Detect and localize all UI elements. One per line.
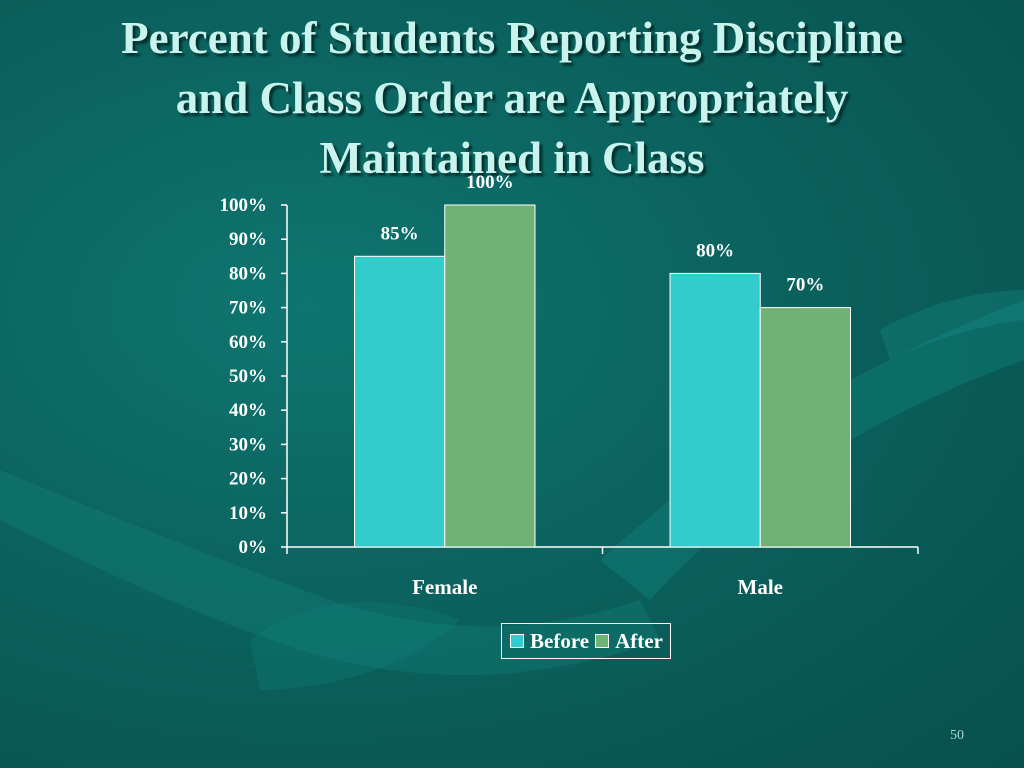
y-tick-label: 100% [220,195,268,216]
y-tick-label: 50% [229,366,267,387]
bar-before-male [669,272,761,548]
title-line-2: and Class Order are Appropriately [175,73,849,123]
bar-after-male [759,307,851,548]
y-axis: 0% 10% 20% 30% 40% 50% 60% 70% 80% 90% 100% [220,195,288,558]
data-labels: 85% 100% 80% 70% [381,172,825,296]
bar-before-female [354,255,446,548]
page-number: 50 [950,728,964,743]
y-tick-label: 70% [229,298,267,319]
chart-legend: Before After [501,623,671,659]
bar-after-female [444,204,536,548]
y-tick-label: 20% [229,469,267,490]
y-tick-label: 40% [229,400,267,421]
y-tick-label: 80% [229,263,267,284]
legend-swatch-after [595,634,610,648]
title-line-3: Maintained in Class [319,133,705,183]
legend-item-after: After [595,629,663,654]
data-label-after-female: 100% [466,172,514,193]
legend-label-before: Before [530,628,590,653]
y-tick-label: 60% [229,332,267,353]
data-label-before-female: 85% [381,223,419,244]
data-label-before-male: 80% [696,240,734,261]
y-tick-label: 0% [239,537,268,558]
y-tick-label: 90% [229,229,267,250]
legend-item-before: Before [510,629,589,654]
y-tick-label: 30% [229,434,267,455]
y-tick-label: 10% [229,503,267,524]
title-line-1: Percent of Students Reporting Discipline [121,13,903,63]
legend-swatch-before [510,634,524,648]
data-label-after-male: 70% [786,275,824,296]
x-axis: Female Male [286,546,919,599]
x-category-label: Female [412,575,477,599]
x-category-label: Male [738,575,783,599]
slide-title: Percent of Students Reporting Discipline… [0,8,1024,188]
legend-label-after: After [615,628,663,653]
bars [354,204,851,548]
